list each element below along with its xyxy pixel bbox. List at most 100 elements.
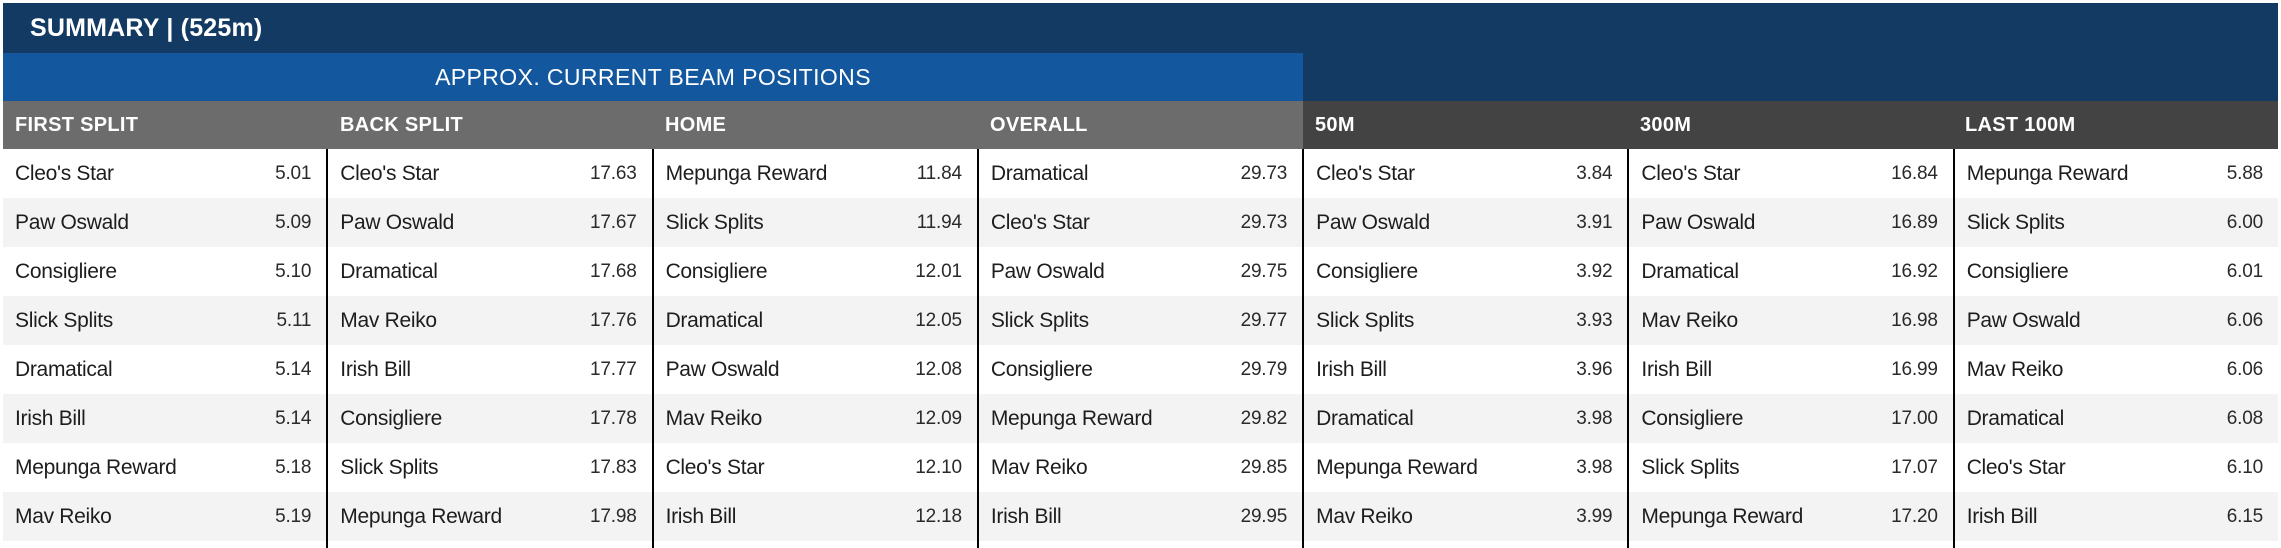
runner-name: Dramatical	[1641, 259, 1739, 283]
split-time: 17.63	[590, 162, 637, 184]
runner-name: Irish Bill	[340, 357, 411, 381]
runner-name: Mav Reiko	[1641, 308, 1738, 332]
table-row: Consigliere 3.92	[1304, 247, 1628, 296]
split-time: 29.95	[1240, 505, 1288, 527]
table-row: Paw Oswald 16.89	[1629, 198, 1953, 247]
split-time: 3.93	[1576, 309, 1613, 331]
table-row: Irish Bill 12.18	[653, 492, 977, 541]
column-header-row: FIRST SPLIT BACK SPLIT HOME OVERALL 50M 300M L…	[3, 101, 2278, 149]
table-row: Dramatical 6.08	[1954, 394, 2278, 443]
column-back-split: Cleo's Star 17.63 Paw Oswald 17.67 Dramatica…	[326, 149, 652, 548]
split-time: 6.06	[2226, 309, 2263, 331]
column-header-300m: 300M	[1628, 101, 1953, 149]
runner-name: Consigliere	[340, 406, 443, 430]
runner-name: Slick Splits	[1641, 455, 1740, 479]
table-row: Mepunga Reward 17.20	[1629, 492, 1953, 541]
table-row: Irish Bill 6.15	[1954, 492, 2278, 541]
table-row: Mav Reiko 6.06	[1954, 345, 2278, 394]
split-time: 29.77	[1240, 309, 1288, 331]
table-row: Dramatical 29.73	[978, 149, 1303, 198]
runner-name: Consigliere	[990, 357, 1093, 381]
split-time: 6.01	[2226, 260, 2263, 282]
runner-name: Irish Bill	[1641, 357, 1712, 381]
split-time: 5.11	[276, 309, 312, 331]
table-row: Irish Bill 16.99	[1629, 345, 1953, 394]
split-time: 6.08	[2226, 407, 2263, 429]
table-row: Irish Bill 29.95	[978, 492, 1303, 541]
column-header-home: HOME	[653, 101, 978, 149]
runner-name: Mav Reiko	[990, 455, 1088, 479]
runner-name: Paw Oswald	[1966, 308, 2081, 332]
split-time: 3.91	[1576, 211, 1613, 233]
table-row: Slick Splits 17.07	[1629, 443, 1953, 492]
table-row: Paw Oswald 6.06	[1954, 296, 2278, 345]
beam-positions-banner-label: APPROX. CURRENT BEAM POSITIONS	[435, 63, 871, 90]
runner-name: Paw Oswald	[1316, 210, 1430, 234]
split-time: 17.67	[590, 211, 637, 233]
column-overall: Dramatical 29.73 Cleo's Star 29.73 Paw Oswal…	[976, 149, 1303, 548]
beam-positions-banner: APPROX. CURRENT BEAM POSITIONS	[3, 53, 1303, 101]
runner-name: Mav Reiko	[1966, 357, 2064, 381]
split-time: 11.84	[916, 162, 962, 184]
split-time: 3.96	[1576, 358, 1613, 380]
split-time: 17.78	[590, 407, 637, 429]
table-row: Mepunga Reward 11.84	[653, 149, 977, 198]
table-row: Cleo's Star 3.84	[1304, 149, 1628, 198]
runner-name: Dramatical	[1966, 406, 2065, 430]
runner-name: Cleo's Star	[15, 161, 114, 185]
column-header-overall: OVERALL	[978, 101, 1303, 149]
runner-name: Irish Bill	[1966, 504, 2038, 528]
runner-name: Mav Reiko	[15, 504, 112, 528]
runner-name: Slick Splits	[1966, 210, 2065, 234]
split-time: 16.89	[1891, 211, 1938, 233]
runner-name: Mepunga Reward	[665, 161, 828, 185]
split-time: 29.85	[1240, 456, 1288, 478]
runner-name: Mepunga Reward	[1641, 504, 1803, 528]
table-row: Cleo's Star 16.84	[1629, 149, 1953, 198]
split-time: 29.79	[1240, 358, 1288, 380]
table-row: Consigliere 6.01	[1954, 247, 2278, 296]
runner-name: Cleo's Star	[340, 161, 440, 185]
table-row: Irish Bill 3.96	[1304, 345, 1628, 394]
runner-name: Slick Splits	[665, 210, 764, 234]
table-row: Consigliere 29.79	[978, 345, 1303, 394]
runner-name: Dramatical	[15, 357, 113, 381]
split-time: 17.07	[1891, 456, 1938, 478]
table-row: Slick Splits 5.11	[3, 296, 327, 345]
table-row: Consigliere 17.78	[328, 394, 652, 443]
runner-name: Dramatical	[990, 161, 1089, 185]
runner-name: Mepunga Reward	[1966, 161, 2129, 185]
table-row: Cleo's Star 6.10	[1954, 443, 2278, 492]
split-time: 3.98	[1576, 456, 1613, 478]
table-row: Cleo's Star 5.01	[3, 149, 327, 198]
summary-board: SUMMARY | (525m) APPROX. CURRENT BEAM PO…	[3, 3, 2278, 548]
table-row: Dramatical 3.98	[1304, 394, 1628, 443]
split-time: 5.88	[2226, 162, 2263, 184]
split-time: 11.94	[916, 211, 962, 233]
column-header-first-split: FIRST SPLIT	[3, 101, 328, 149]
table-row: Slick Splits 11.94	[653, 198, 977, 247]
runner-name: Mav Reiko	[340, 308, 437, 332]
column-header-back-split: BACK SPLIT	[328, 101, 653, 149]
table-row: Slick Splits 3.93	[1304, 296, 1628, 345]
split-time: 17.83	[590, 456, 637, 478]
table-row: Dramatical 16.92	[1629, 247, 1953, 296]
runner-name: Paw Oswald	[990, 259, 1105, 283]
split-time: 29.73	[1240, 162, 1288, 184]
table-row: Mepunga Reward 17.98	[328, 492, 652, 541]
split-time: 12.05	[915, 309, 962, 331]
table-row: Slick Splits 29.77	[978, 296, 1303, 345]
runner-name: Mepunga Reward	[340, 504, 502, 528]
split-time: 29.73	[1240, 211, 1288, 233]
runner-name: Cleo's Star	[990, 210, 1090, 234]
runner-name: Dramatical	[1316, 406, 1414, 430]
split-time: 3.92	[1576, 260, 1613, 282]
runner-name: Paw Oswald	[340, 210, 454, 234]
split-time: 5.14	[275, 407, 312, 429]
split-time: 16.99	[1891, 358, 1938, 380]
runner-name: Slick Splits	[15, 308, 113, 332]
split-time: 17.98	[590, 505, 637, 527]
split-time: 3.84	[1576, 162, 1613, 184]
runner-name: Slick Splits	[990, 308, 1089, 332]
table-row: Irish Bill 17.77	[328, 345, 652, 394]
